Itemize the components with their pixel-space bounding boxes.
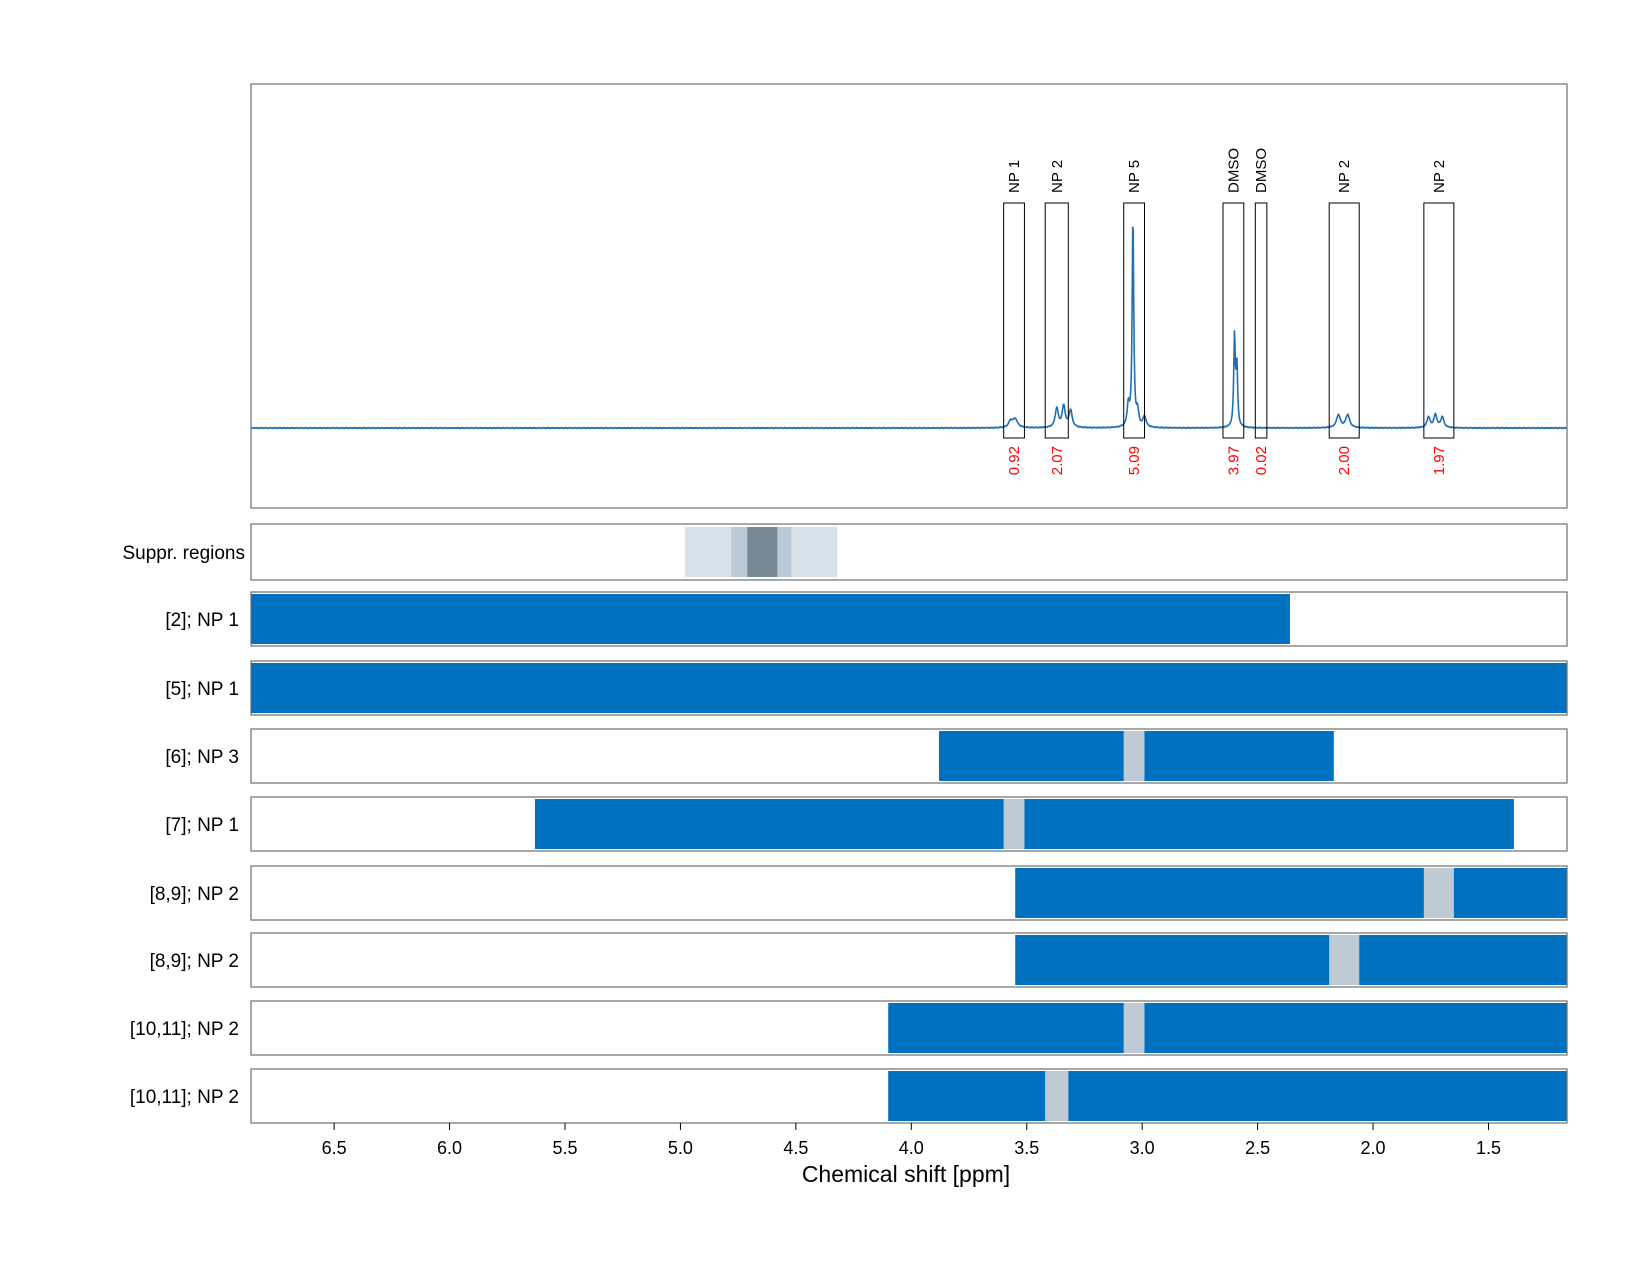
- coverage-row: [10,11]; NP 2: [130, 1068, 1568, 1124]
- integral-label: 0.02: [1253, 446, 1270, 475]
- row-frame: [250, 728, 1568, 784]
- coverage-rows: [2]; NP 1 [5]; NP 1 [6]; NP 3 [7]; NP 1 [8,9…: [130, 591, 1568, 1124]
- row-frame: [250, 1068, 1568, 1124]
- coverage-row: [6]; NP 3: [165, 728, 1568, 784]
- spectrum-panel: NP 1 0.92 NP 2 2.07 NP 5 5.09 DMSO 3.97 DMSO 0.02…: [250, 83, 1568, 509]
- row-background: [251, 729, 1567, 783]
- row-frame: [250, 865, 1568, 921]
- peak-label: NP 2: [1431, 160, 1448, 193]
- row-label: [2]; NP 1: [165, 610, 239, 631]
- row-frame: [250, 796, 1568, 852]
- row-bar: [1024, 799, 1514, 849]
- row-bar: [251, 663, 1567, 713]
- row-frame: [250, 932, 1568, 988]
- integral-label: 5.09: [1126, 446, 1143, 475]
- peak-label: NP 1: [1006, 160, 1023, 193]
- suppression-label: Suppr. regions: [122, 543, 245, 564]
- integral-label: 3.97: [1225, 446, 1242, 475]
- row-bar: [251, 594, 1290, 644]
- peak-label: NP 2: [1336, 160, 1353, 193]
- integral-label: 0.92: [1006, 446, 1023, 475]
- row-bar: [1068, 1071, 1567, 1121]
- row-gap: [1045, 1071, 1069, 1121]
- row-gap: [1123, 731, 1145, 781]
- peak-box: [1254, 202, 1268, 439]
- peak-box: [1003, 202, 1025, 439]
- row-bar: [1015, 935, 1330, 985]
- row-gap: [1003, 799, 1025, 849]
- peak-box: [1328, 202, 1360, 439]
- row-gap: [1123, 1003, 1145, 1053]
- coverage-row: [5]; NP 1: [165, 660, 1568, 716]
- peak-box: [1044, 202, 1069, 439]
- integral-label: 2.07: [1049, 446, 1066, 475]
- peak-label: DMSO: [1253, 148, 1270, 193]
- spectrum-frame: [250, 83, 1568, 509]
- peak-label: NP 2: [1049, 160, 1066, 193]
- x-tick-label: 2.0: [1361, 1138, 1386, 1158]
- suppression-background: [251, 524, 1567, 580]
- row-label: [10,11]; NP 2: [130, 1019, 239, 1040]
- integral-label: 1.97: [1431, 446, 1448, 475]
- x-tick-label: 5.5: [552, 1138, 577, 1158]
- x-tick-label: 3.5: [1014, 1138, 1039, 1158]
- row-bar: [1144, 1003, 1567, 1053]
- coverage-row: [8,9]; NP 2: [150, 932, 1568, 988]
- peak-label: DMSO: [1225, 148, 1242, 193]
- row-bar: [888, 1071, 1046, 1121]
- peak-box: [1123, 202, 1145, 439]
- row-frame: [250, 1000, 1568, 1056]
- peak-box: [1423, 202, 1455, 439]
- row-bar: [1144, 731, 1334, 781]
- row-label: [8,9]; NP 2: [150, 884, 239, 905]
- integral-label: 2.00: [1336, 446, 1353, 475]
- x-tick-label: 3.0: [1130, 1138, 1155, 1158]
- row-label: [10,11]; NP 2: [130, 1087, 239, 1108]
- x-tick-label: 4.0: [899, 1138, 924, 1158]
- suppression-panel: Suppr. regions: [122, 523, 1568, 581]
- row-label: [8,9]; NP 2: [150, 951, 239, 972]
- row-frame: [250, 591, 1568, 647]
- row-label: [5]; NP 1: [165, 679, 239, 700]
- row-bar: [888, 1003, 1124, 1053]
- coverage-row: [10,11]; NP 2: [130, 1000, 1568, 1056]
- x-axis-title: Chemical shift [ppm]: [802, 1161, 1010, 1187]
- row-gap: [1423, 868, 1454, 918]
- row-bar: [939, 731, 1124, 781]
- peak-label: NP 5: [1126, 160, 1143, 193]
- row-bar: [1453, 868, 1567, 918]
- x-tick-label: 6.5: [322, 1138, 347, 1158]
- x-tick-label: 2.5: [1245, 1138, 1270, 1158]
- row-bar: [1359, 935, 1567, 985]
- coverage-row: [2]; NP 1: [165, 591, 1568, 647]
- row-frame: [250, 660, 1568, 716]
- row-bar: [534, 799, 1004, 849]
- row-label: [7]; NP 1: [165, 815, 239, 836]
- x-tick-label: 1.5: [1476, 1138, 1501, 1158]
- x-tick-label: 4.5: [783, 1138, 808, 1158]
- spectrum-line: [250, 226, 1568, 430]
- row-gap: [1329, 935, 1360, 985]
- suppression-frame: [250, 523, 1568, 581]
- row-label: [6]; NP 3: [165, 747, 239, 768]
- spectrum-background: [251, 84, 1567, 508]
- peak-box: [1222, 202, 1245, 439]
- coverage-row: [8,9]; NP 2: [150, 865, 1568, 921]
- x-tick-label: 6.0: [437, 1138, 462, 1158]
- x-axis: 6.5 6.0 5.5 5.0 4.5 4.0 3.5 3.0 2.5 2.0 1.5: [322, 1123, 1501, 1158]
- suppression-band: [747, 527, 778, 577]
- x-tick-label: 5.0: [668, 1138, 693, 1158]
- coverage-row: [7]; NP 1: [165, 796, 1568, 852]
- row-bar: [1015, 868, 1424, 918]
